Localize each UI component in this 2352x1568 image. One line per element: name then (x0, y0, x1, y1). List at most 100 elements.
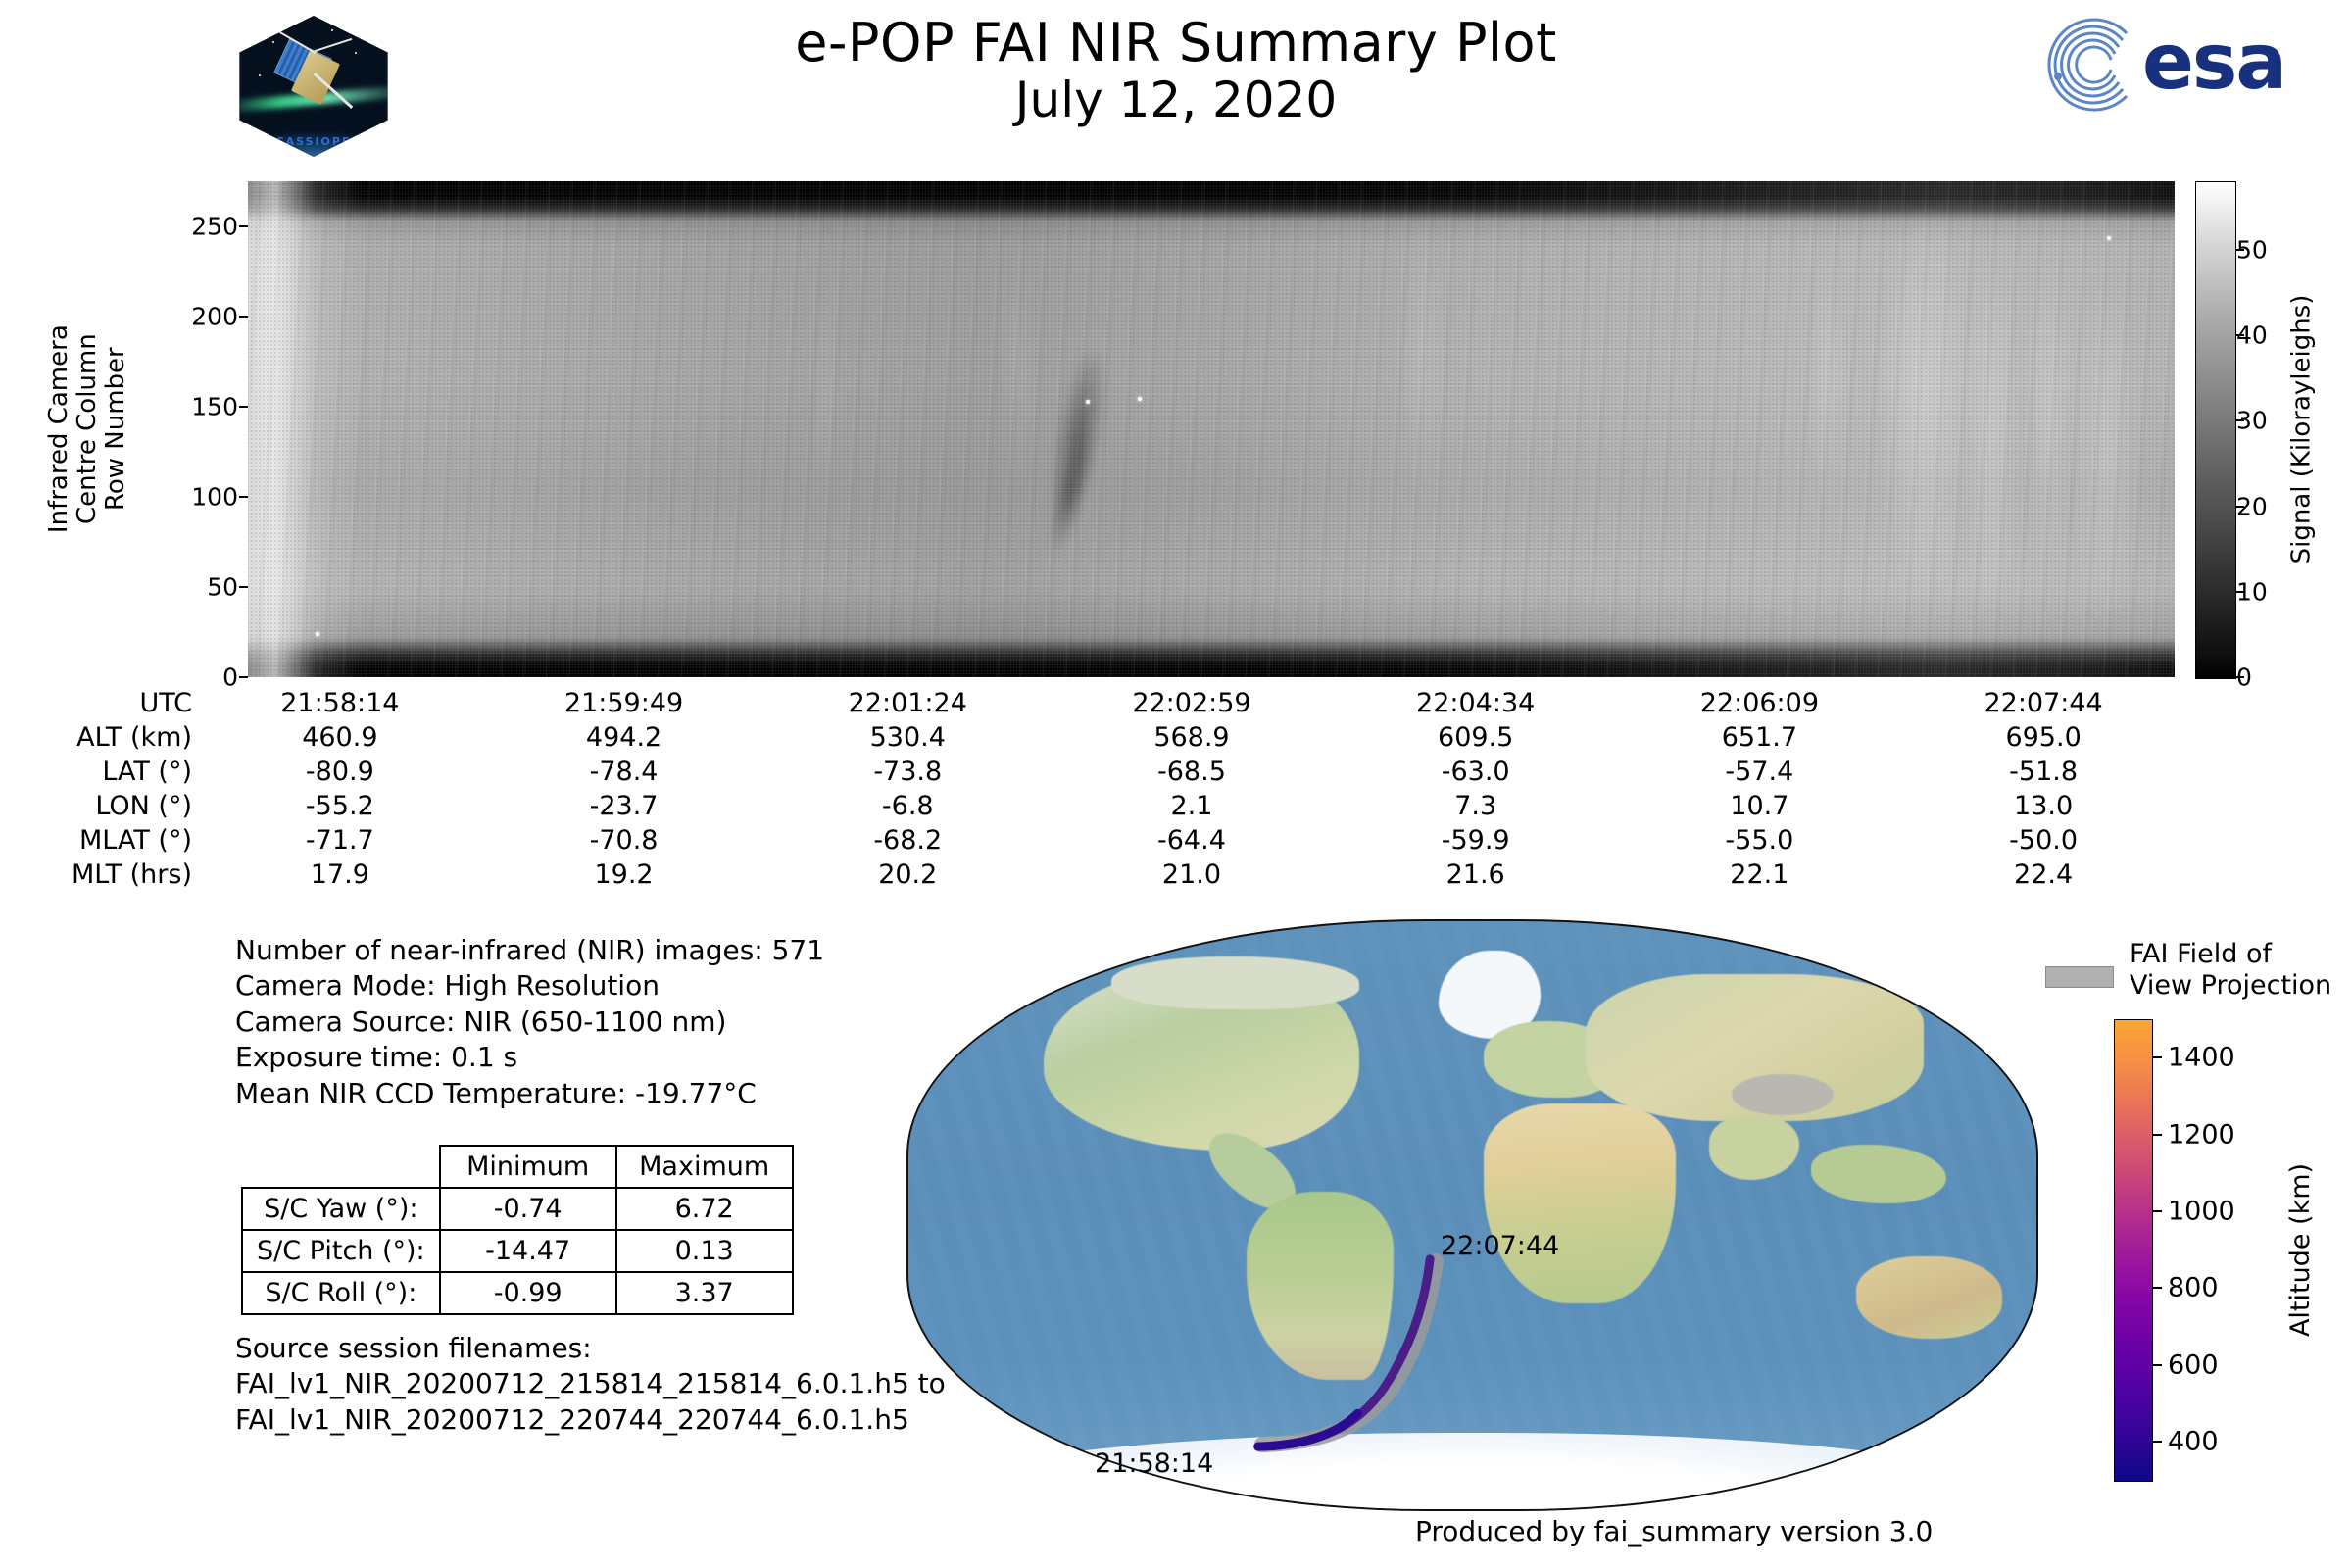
esa-wordmark: esa (2142, 19, 2287, 107)
attitude-row-label: S/C Roll (°): (241, 1271, 441, 1315)
altitude-colorbar (2114, 1019, 2153, 1482)
table-row: MLAT (°) -71.7 -70.8 -68.2 -64.4 -59.9 -55.0 -5… (0, 823, 2185, 858)
footer-produced-by: Produced by fai_summary version 3.0 (1415, 1515, 1934, 1547)
ephemeris-cell: 10.7 (1730, 791, 1789, 821)
attitude-column-header: Maximum (614, 1145, 794, 1189)
ephemeris-cell: 17.9 (310, 859, 369, 890)
ephemeris-cell: -23.7 (589, 791, 659, 821)
table-row: S/C Yaw (°): -0.74 6.72 (241, 1187, 794, 1231)
altitude-colorbar-tick-mark (2152, 1363, 2162, 1366)
ephemeris-cell: 21:58:14 (280, 688, 400, 718)
keogram-y-axis-label-line: Centre Column (72, 333, 102, 525)
acquisition-info-line: Camera Mode: High Resolution (235, 969, 660, 1003)
altitude-colorbar-label: Altitude (km) (2285, 1162, 2317, 1337)
keogram-y-axis-label-line: Row Number (100, 347, 130, 512)
attitude-min-value: -0.99 (438, 1271, 617, 1315)
keogram-y-tick-label: 150 (191, 392, 238, 421)
landmass-canada-arctic (1111, 956, 1360, 1009)
acquisition-info: Number of near-infrared (NIR) images: 57… (235, 933, 824, 1111)
signal-colorbar-tick-mark (2235, 676, 2244, 678)
cassiope-mission-patch-icon: CASSIOPE (231, 8, 396, 165)
cassiope-patch-label: CASSIOPE (275, 135, 352, 149)
page-title: e-POP FAI NIR Summary Plot (795, 12, 1557, 74)
ephemeris-cell: 22:04:34 (1416, 688, 1536, 718)
filename-second: FAI_lv1_NIR_20200712_220744_220744_6.0.1… (235, 1402, 909, 1436)
ephemeris-cell: 568.9 (1153, 722, 1230, 753)
ephemeris-cell: -68.5 (1157, 757, 1226, 787)
ephemeris-cell: 530.4 (869, 722, 946, 753)
ephemeris-row-label: UTC (139, 688, 192, 718)
ephemeris-cell: -59.9 (1441, 825, 1510, 856)
ephemeris-cell: 609.5 (1438, 722, 1514, 753)
ephemeris-cell: -78.4 (589, 757, 659, 787)
esa-swirl-icon (2047, 18, 2129, 112)
attitude-column-header: Minimum (438, 1145, 617, 1189)
altitude-colorbar-tick-mark (2152, 1133, 2162, 1136)
esa-logo: esa (2036, 14, 2330, 116)
ephemeris-cell: -63.0 (1441, 757, 1510, 787)
keogram-y-axis: 0 50 100 150 200 250 (147, 181, 248, 692)
attitude-max-value: 0.13 (614, 1229, 794, 1273)
acquisition-info-line: Number of near-infrared (NIR) images: 57… (235, 934, 825, 966)
signal-colorbar-tick-mark (2235, 590, 2244, 593)
acquisition-info-line: Mean NIR CCD Temperature: -19.77°C (235, 1076, 757, 1109)
spacecraft-attitude-table: Minimum Maximum S/C Yaw (°): -0.74 6.72 S/C … (241, 1145, 794, 1315)
ephemeris-cell: -50.0 (2009, 825, 2079, 856)
ephemeris-cell: 695.0 (2005, 722, 2082, 753)
source-filenames: Source session filenames: FAI_lv1_NIR_20… (235, 1331, 946, 1438)
ephemeris-cell: -6.8 (881, 791, 934, 821)
track-end-time-label: 22:07:44 (1441, 1231, 1560, 1261)
ephemeris-cell: 22.4 (2014, 859, 2074, 890)
signal-colorbar (2195, 181, 2236, 679)
keogram-y-tick-mark (239, 496, 248, 498)
acquisition-info-line: Camera Source: NIR (650-1100 nm) (235, 1004, 727, 1038)
ephemeris-row-label: MLAT (°) (79, 825, 192, 856)
altitude-colorbar-tick-label: 600 (2168, 1349, 2219, 1380)
satellite-ground-track (1253, 1252, 1445, 1453)
table-row: LAT (°) -80.9 -78.4 -73.8 -68.5 -63.0 -57.4 -51… (0, 755, 2185, 789)
filename-first: FAI_lv1_NIR_20200712_215814_215814_6.0.1… (235, 1367, 946, 1400)
table-row: S/C Roll (°): -0.99 3.37 (241, 1271, 794, 1315)
page-subtitle-date: July 12, 2020 (1014, 72, 1338, 129)
ephemeris-cell: 2.1 (1170, 791, 1213, 821)
keogram-y-tick-mark (239, 586, 248, 588)
ephemeris-cell: 651.7 (1721, 722, 1798, 753)
altitude-colorbar-tick-label: 1400 (2168, 1042, 2235, 1073)
altitude-colorbar-tick-mark (2152, 1287, 2162, 1290)
attitude-row-label: S/C Yaw (°): (241, 1187, 441, 1231)
ephemeris-table: UTC 21:58:14 21:59:49 22:01:24 22:02:59 22:04… (0, 686, 2185, 892)
signal-colorbar-tick-mark (2235, 505, 2244, 508)
track-start-time-label: 21:58:14 (1095, 1448, 1214, 1479)
table-row: ALT (km) 460.9 494.2 530.4 568.9 609.5 651.7 69… (0, 720, 2185, 755)
altitude-colorbar-tick-mark (2152, 1056, 2162, 1059)
keogram-y-tick-label: 250 (191, 212, 238, 241)
landmass-india (1709, 1115, 1800, 1180)
signal-colorbar-tick-mark (2235, 334, 2244, 337)
table-row: UTC 21:58:14 21:59:49 22:01:24 22:02:59 22:04… (0, 686, 2185, 720)
ephemeris-cell: -55.2 (305, 791, 374, 821)
ephemeris-row-label: ALT (km) (76, 722, 192, 753)
fov-legend-line2: View Projection (2130, 970, 2332, 1002)
ephemeris-cell: -68.2 (873, 825, 943, 856)
landmass-himalaya (1732, 1074, 1834, 1115)
filenames-heading: Source session filenames: (235, 1332, 592, 1364)
altitude-colorbar-tick-label: 800 (2168, 1272, 2219, 1303)
table-row: S/C Pitch (°): -14.47 0.13 (241, 1229, 794, 1273)
attitude-max-value: 6.72 (614, 1187, 794, 1231)
ephemeris-cell: 21.0 (1161, 859, 1222, 890)
fov-legend-swatch (2045, 966, 2114, 988)
keogram-y-axis-label-line: Infrared Camera (43, 324, 74, 534)
acquisition-info-line: Exposure time: 0.1 s (235, 1041, 518, 1074)
landmass-africa (1484, 1103, 1676, 1303)
attitude-row-label: S/C Pitch (°): (241, 1229, 441, 1273)
keogram-y-tick-label: 200 (191, 302, 238, 331)
ephemeris-cell: -73.8 (873, 757, 943, 787)
signal-colorbar-tick-mark (2235, 419, 2244, 422)
keogram-y-tick-label: 0 (222, 662, 238, 692)
ephemeris-cell: 21.6 (1446, 859, 1505, 890)
ephemeris-cell: -71.7 (305, 825, 374, 856)
ephemeris-cell: -64.4 (1157, 825, 1226, 856)
signal-colorbar-tick-mark (2235, 248, 2244, 251)
altitude-colorbar-tick-mark (2152, 1440, 2162, 1443)
ephemeris-cell: 21:59:49 (564, 688, 684, 718)
